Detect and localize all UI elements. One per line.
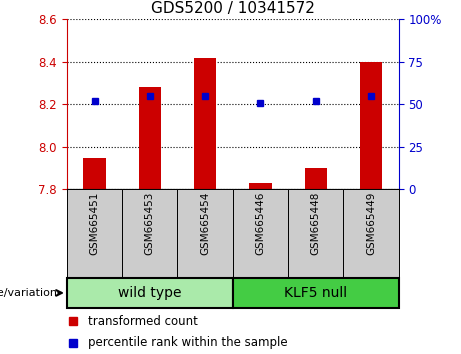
Bar: [67, 278, 233, 308]
Text: GSM665454: GSM665454: [200, 192, 210, 256]
Bar: [177, 189, 233, 278]
Text: KLF5 null: KLF5 null: [284, 286, 347, 300]
Text: GSM665451: GSM665451: [89, 192, 100, 256]
Bar: [83, 158, 106, 189]
Text: genotype/variation: genotype/variation: [0, 288, 58, 298]
Text: GSM665449: GSM665449: [366, 192, 376, 256]
Bar: [67, 189, 122, 278]
Text: percentile rank within the sample: percentile rank within the sample: [89, 336, 288, 349]
Title: GDS5200 / 10341572: GDS5200 / 10341572: [151, 0, 315, 16]
Bar: [233, 278, 399, 308]
Bar: [233, 189, 288, 278]
Bar: [288, 189, 343, 278]
Text: transformed count: transformed count: [89, 315, 198, 328]
Bar: [360, 62, 382, 189]
Text: GSM665448: GSM665448: [311, 192, 321, 256]
Text: GSM665453: GSM665453: [145, 192, 155, 256]
Bar: [249, 183, 272, 189]
Text: GSM665446: GSM665446: [255, 192, 266, 256]
Bar: [305, 168, 327, 189]
Bar: [122, 189, 177, 278]
Bar: [343, 189, 399, 278]
Bar: [194, 58, 216, 189]
Text: wild type: wild type: [118, 286, 182, 300]
Bar: [139, 87, 161, 189]
